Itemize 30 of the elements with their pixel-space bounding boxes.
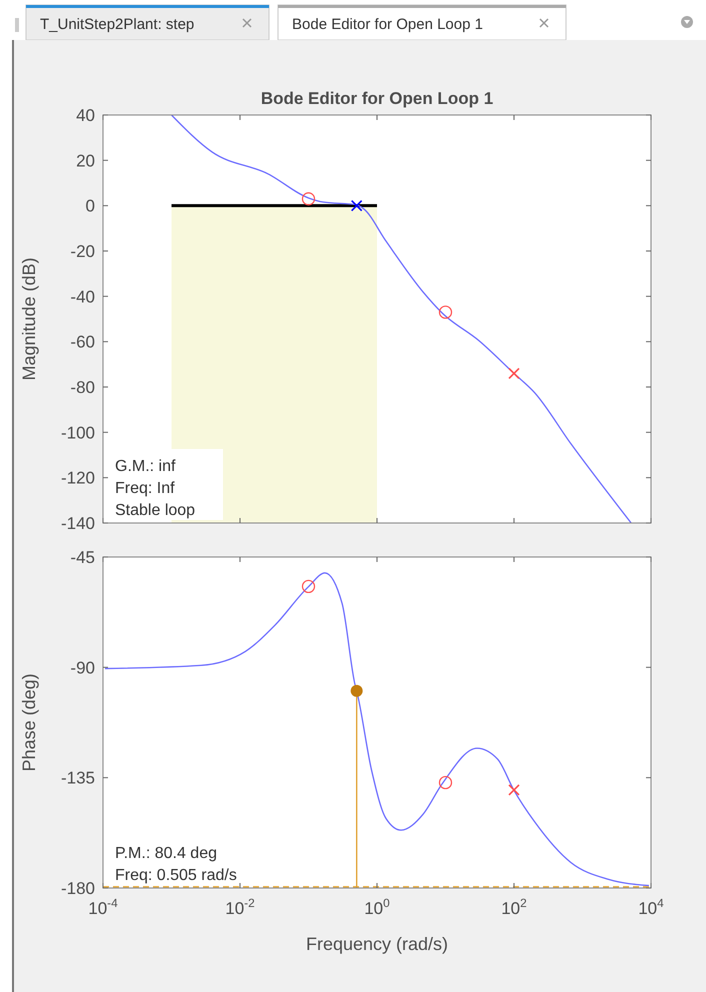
x-tick-label: 10$^{0}$ [364,896,390,918]
y-tick-label: 40 [76,106,95,125]
x-tick-label: 10$^{-2}$ [225,896,256,918]
x-tick-label: 10$^{-4}$ [88,896,118,918]
y-tick-label: -180 [60,879,95,898]
y-tick-label: -20 [70,242,95,261]
y-tick-label: -120 [60,468,95,488]
y-tick-label: -135 [60,768,95,788]
annotation: P.M.: 80.4 deg [115,845,217,862]
y-axis-title: Magnitude (dB) [19,257,39,381]
x-tick-label: 10$^{4}$ [638,896,664,918]
y-tick-label: -60 [70,332,95,352]
annotation: Freq: Inf [115,480,176,497]
y-tick-label: 0 [86,196,95,216]
x-axis-title: Frequency (rad/s) [306,934,448,954]
x-tick-label: 10$^{2}$ [501,896,528,918]
text: Bode Editor for Open Loop 1 [292,16,483,33]
text: T_UnitStep2Plant: step [40,16,194,33]
y-tick-label: -45 [70,548,95,567]
chart-title: Bode Editor for Open Loop 1 [260,89,494,108]
annotation: Stable loop [115,502,196,519]
y-tick-label: -90 [70,658,95,678]
y-tick-label: -80 [70,378,95,397]
y-tick-label: -100 [60,423,95,442]
y-tick-label: -40 [70,287,95,306]
annotation: G.M.: inf [115,458,176,475]
y-tick-label: 20 [76,151,95,170]
annotation: Freq: 0.505 rad/s [115,867,237,884]
y-axis-title: Phase (deg) [19,673,39,772]
y-tick-label: -140 [60,514,95,533]
